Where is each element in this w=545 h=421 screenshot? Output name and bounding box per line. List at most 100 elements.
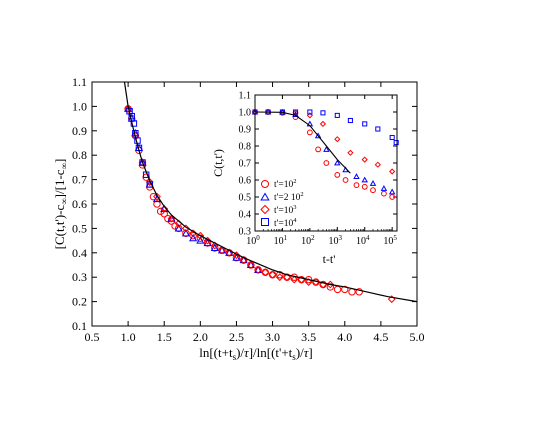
inset-y-tick-label: 0.7 — [239, 159, 252, 170]
inset-point-circle — [370, 187, 376, 194]
inset-point-triangle — [388, 188, 396, 195]
main-point-diamond — [232, 251, 241, 260]
main-point-circle — [304, 275, 313, 284]
inset-point-diamond — [306, 112, 313, 119]
inset-fit-curve — [254, 111, 351, 174]
legend-marker-triangle — [260, 192, 270, 201]
inset-series-square — [252, 109, 399, 146]
main-y-tick-label: 0.9 — [72, 124, 87, 138]
inset-chart: 100 101 102 103 104 1050.30.40.50.60.70.80.91… — [211, 91, 399, 266]
inset-x-tick-label: 101 — [274, 234, 288, 247]
legend-entry-4: t'=104 — [261, 217, 297, 229]
main-point-circle — [153, 200, 161, 208]
inset-y-tick-label: 0.9 — [239, 125, 252, 136]
inset-point-diamond — [361, 156, 368, 163]
main-point-diamond — [290, 275, 299, 284]
main-point-circle — [341, 285, 349, 294]
inset-legend: t'=102 t'=2 102 t'=103 t'=104 — [259, 176, 311, 229]
inset-y-tick-label: 1.0 — [239, 108, 252, 119]
main-point-diamond — [304, 278, 313, 286]
main-y-tick-label: 0.2 — [72, 295, 87, 309]
main-point-diamond — [181, 224, 190, 233]
inset-point-diamond — [389, 168, 396, 175]
inset-point-square — [292, 109, 299, 115]
main-y-tick-label: 0.1 — [72, 319, 87, 333]
inset-point-square — [393, 140, 399, 146]
legend-marker-circle — [261, 180, 269, 188]
main-point-circle — [160, 210, 168, 218]
main-x-tick-label: 1.5 — [157, 330, 172, 344]
inset-point-circle — [315, 146, 322, 153]
main-x-tick-label: 2.5 — [229, 330, 244, 344]
main-point-diamond — [283, 273, 291, 282]
main-point-circle — [189, 232, 197, 240]
inset-point-circle — [353, 182, 360, 189]
inset-point-square — [307, 109, 313, 115]
inset-x-tick-label: 102 — [301, 234, 315, 247]
main-point-triangle — [174, 224, 183, 232]
main-y-tick-label: 0.5 — [72, 221, 87, 235]
main-x-tick-label: 5.0 — [410, 330, 425, 344]
main-x-tick-label: 3.0 — [265, 330, 280, 344]
main-point-triangle — [189, 233, 198, 242]
legend-box — [259, 176, 311, 228]
inset-y-tick-label: 0.4 — [239, 210, 252, 221]
legend-entry-3: t'=103 — [260, 204, 296, 216]
inset-y-tick-label: 0.6 — [239, 176, 252, 187]
main-point-diamond — [203, 236, 212, 245]
main-y-tick-label: 0.4 — [72, 246, 87, 260]
inset-point-square — [375, 126, 381, 132]
inset-y-label: C(t,t') — [211, 149, 225, 177]
main-fit-curve — [123, 81, 418, 303]
legend-marker-square — [261, 218, 269, 226]
inset-point-triangle — [369, 179, 377, 186]
inset-plot-frame — [254, 94, 398, 232]
main-x-tick-label: 1.0 — [121, 330, 136, 344]
main-x-tick-label: 4.5 — [373, 330, 388, 344]
main-point-circle — [268, 271, 277, 279]
main-point-circle — [261, 268, 270, 277]
main-x-tick-label: 4.0 — [337, 330, 352, 344]
inset-point-diamond — [374, 161, 381, 168]
main-point-diamond — [167, 214, 176, 223]
main-point-diamond — [246, 261, 255, 269]
main-point-circle — [355, 288, 363, 296]
main-point-triangle — [196, 236, 205, 244]
main-x-label: ln[(t+ts)/τ]/ln[(t'+ts)/τ] — [199, 345, 313, 362]
main-y-tick-label: 1.1 — [72, 75, 87, 89]
inset-y-tick-label: 0.8 — [239, 142, 252, 153]
main-point-square — [128, 112, 135, 120]
inset-y-tick-label: 0.5 — [239, 193, 252, 204]
inset-point-triangle — [361, 176, 368, 183]
inset-point-square — [334, 112, 340, 118]
main-point-diamond — [218, 246, 226, 255]
main-y-tick-label: 0.6 — [72, 197, 87, 211]
inset-point-diamond — [319, 120, 327, 128]
legend-label-2: t'=2 102 — [274, 191, 304, 203]
main-y-label: [C(t,t')-c∞]/[1-c∞] — [52, 159, 69, 250]
inset-x-tick-label: 104 — [356, 234, 370, 247]
main-y-tick-label: 0.3 — [72, 270, 87, 284]
inset-point-circle — [389, 194, 396, 200]
inset-point-diamond — [347, 149, 354, 156]
main-chart: 0.5 1.0 1.5 2.0 2.5 3.0 3.5 4.0 4.5 5.0 0.1 0.2 0.3 0… — [52, 75, 425, 362]
inset-y-tick-label: 1.1 — [239, 91, 252, 102]
legend-entry-2: t'=2 102 — [260, 191, 304, 203]
main-point-circle — [333, 285, 342, 294]
legend-marker-diamond — [260, 204, 270, 215]
inset-point-square — [389, 134, 395, 141]
inset-y-tick-label: 0.3 — [239, 227, 252, 238]
inset-point-triangle — [353, 173, 360, 180]
main-x-tick-label: 2.0 — [193, 330, 208, 344]
main-series — [123, 81, 418, 304]
inset-point-triangle — [314, 132, 322, 139]
inset-point-circle — [334, 172, 341, 178]
inset-point-diamond — [334, 136, 341, 143]
main-point-diamond — [275, 273, 284, 282]
inset-point-square — [362, 121, 368, 127]
inset-series — [251, 108, 399, 200]
main-point-diamond — [268, 270, 277, 279]
legend-label-3: t'=103 — [274, 204, 296, 216]
inset-point-triangle — [334, 159, 341, 166]
